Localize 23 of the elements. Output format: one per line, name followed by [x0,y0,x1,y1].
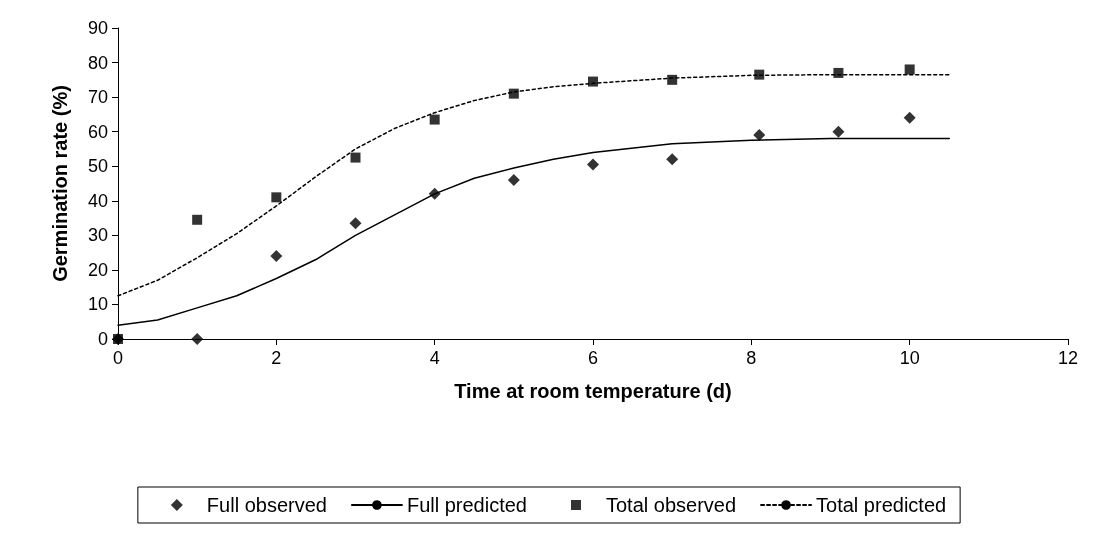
y-tick-label: 60 [87,121,108,142]
legend-label: Full predicted [406,494,527,516]
x-tick-label: 12 [1057,348,1079,368]
y-tick-label: 70 [87,87,108,108]
legend-label: Total predicted [816,494,947,516]
y-tick-label: 90 [87,18,108,38]
y-tick-label: 80 [87,52,108,73]
x-tick-label: 10 [899,348,920,368]
y-tick-label: 10 [87,294,108,315]
y-tick-label: 50 [87,156,108,177]
y-axis-title: Germination rate (%) [49,85,71,282]
y-tick-label: 40 [87,190,108,211]
x-tick-label: 6 [587,348,599,368]
x-tick-label: 8 [746,348,757,368]
y-tick-label: 0 [97,329,108,349]
x-tick-label: 0 [112,348,124,368]
y-tick-label: 20 [87,259,108,280]
legend-label: Total observed [605,494,737,516]
y-tick-label: 30 [87,225,108,246]
x-tick-label: 4 [429,348,440,368]
x-axis-title: Time at room temperature (d) [454,380,732,402]
x-tick-label: 2 [271,348,282,368]
legend-label: Full observed [206,494,327,516]
